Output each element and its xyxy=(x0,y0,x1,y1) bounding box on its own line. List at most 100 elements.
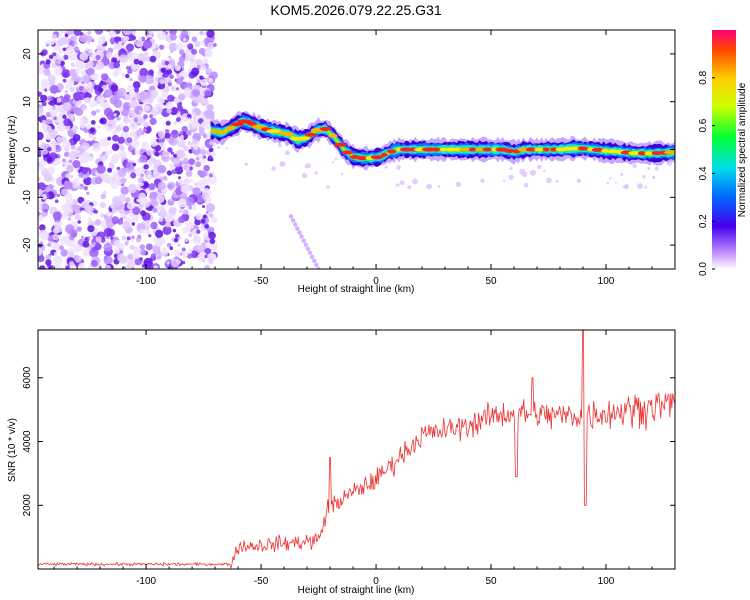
ridge-peak xyxy=(266,129,282,134)
noise-cell xyxy=(67,217,72,221)
noise-cell xyxy=(47,96,53,101)
ridge-peak xyxy=(550,147,558,152)
ridge-peak xyxy=(644,151,654,156)
noise-cell xyxy=(181,125,188,133)
noise-cell xyxy=(195,58,203,66)
noise-cell xyxy=(149,55,157,63)
noise-cell xyxy=(179,49,185,56)
noise-cell xyxy=(128,118,134,125)
noise-cell xyxy=(202,155,207,160)
noise-cell xyxy=(120,179,125,184)
streak-cell xyxy=(295,226,300,231)
ridge-peak xyxy=(628,151,641,156)
noise-cell xyxy=(106,30,111,33)
noise-cell xyxy=(211,216,218,224)
ridge-peak xyxy=(387,149,397,154)
noise-cell xyxy=(143,164,149,170)
noise-cell xyxy=(84,237,88,241)
ridge-peak xyxy=(356,156,368,161)
noise-cell xyxy=(49,54,54,60)
noise-cell xyxy=(146,149,154,156)
noise-cell xyxy=(48,106,59,116)
noise-cell xyxy=(202,57,209,64)
noise-cell xyxy=(170,50,174,54)
noise-cell xyxy=(45,254,51,261)
y-tick-label: -20 xyxy=(22,237,33,252)
noise-cell xyxy=(134,257,142,266)
x-tick-label: -50 xyxy=(254,276,269,287)
noise-cell xyxy=(62,140,71,149)
noise-cell xyxy=(179,76,184,81)
noise-cell xyxy=(112,197,122,207)
noise-cell xyxy=(71,43,75,47)
ridge-peak xyxy=(468,147,477,152)
noise-cell xyxy=(142,182,149,189)
noise-cell xyxy=(45,259,52,266)
noise-cell xyxy=(54,221,62,229)
noise-cell xyxy=(175,42,184,51)
noise-cell xyxy=(105,51,113,58)
noise-cell xyxy=(139,67,149,77)
noise-cell xyxy=(134,87,140,93)
noise-cell xyxy=(62,96,70,103)
noise-cell xyxy=(131,123,135,128)
noise-cell xyxy=(148,30,155,35)
noise-cell xyxy=(50,40,55,46)
noise-cell xyxy=(192,89,201,98)
noise-cell xyxy=(85,63,91,69)
noise-cell xyxy=(132,207,141,215)
noise-cell xyxy=(139,244,146,250)
noise-cell xyxy=(38,203,43,211)
noise-cell xyxy=(65,265,70,269)
noise-cell xyxy=(183,43,188,48)
noise-cell xyxy=(94,219,102,226)
noise-cell xyxy=(154,30,159,33)
noise-cell xyxy=(87,236,91,240)
noise-cell xyxy=(426,183,432,190)
streak-cell xyxy=(297,230,302,235)
noise-cell xyxy=(127,253,134,260)
noise-cell xyxy=(654,166,659,171)
snr-frame xyxy=(37,329,676,570)
noise-cell xyxy=(137,36,143,42)
noise-cell xyxy=(96,164,106,174)
noise-cell xyxy=(53,116,57,120)
noise-cell xyxy=(103,107,113,117)
noise-cell xyxy=(71,179,81,189)
noise-cell xyxy=(150,140,158,147)
noise-cell xyxy=(112,46,117,51)
noise-cell xyxy=(154,151,160,157)
noise-cell xyxy=(103,150,110,157)
noise-cell xyxy=(177,243,181,247)
noise-cell xyxy=(106,211,112,217)
noise-cell xyxy=(62,102,72,112)
noise-cell xyxy=(52,52,57,57)
noise-cell xyxy=(606,182,610,185)
noise-cell xyxy=(191,36,198,42)
noise-cell xyxy=(158,216,164,222)
noise-cell xyxy=(169,33,177,41)
noise-cell xyxy=(192,235,201,245)
noise-cell xyxy=(144,51,149,57)
noise-cell xyxy=(139,166,145,172)
noise-cell xyxy=(614,181,617,184)
noise-cell xyxy=(95,236,102,243)
noise-cell xyxy=(194,182,198,187)
noise-cell xyxy=(205,203,215,213)
noise-cell xyxy=(183,157,189,163)
noise-cell xyxy=(188,233,192,237)
ridge-peak xyxy=(328,133,338,138)
noise-cell xyxy=(133,41,138,45)
noise-cell xyxy=(122,221,131,230)
noise-cell xyxy=(642,175,646,179)
noise-cell xyxy=(159,44,165,50)
noise-cell xyxy=(210,151,217,157)
noise-cell xyxy=(142,121,150,128)
ridge-peak xyxy=(663,150,675,155)
ridge-peak xyxy=(475,147,485,152)
noise-cell xyxy=(181,250,189,258)
noise-cell xyxy=(126,263,132,269)
noise-cell xyxy=(113,61,120,69)
noise-cell xyxy=(128,209,132,214)
